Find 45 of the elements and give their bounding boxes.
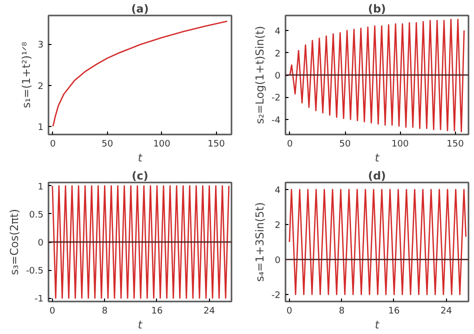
y-tick-label: 2 bbox=[274, 221, 281, 231]
y-tick-label: 0 bbox=[38, 238, 44, 248]
x-tick-label: 150 bbox=[208, 140, 226, 150]
x-tick-label: 24 bbox=[440, 306, 452, 316]
y-axis-title: s₂=Log(1+t)Sin(t) bbox=[254, 26, 267, 124]
chart-title: (d) bbox=[368, 170, 386, 182]
x-tick-label: 8 bbox=[102, 306, 108, 316]
y-tick-label: -1 bbox=[34, 294, 44, 305]
y-tick-label: 1 bbox=[38, 182, 44, 192]
y-tick-label: 0.5 bbox=[29, 210, 44, 220]
y-tick-label: 2 bbox=[38, 82, 44, 92]
y-axis-title: s₄=1+3Sin(5t) bbox=[254, 202, 267, 282]
y-axis-title: s₁=(1+t²)¹ᐟ⁸ bbox=[20, 41, 33, 108]
y-tick-label: 2 bbox=[274, 49, 281, 60]
y-tick-label: -2 bbox=[272, 291, 281, 301]
chart-title: (b) bbox=[368, 2, 386, 16]
x-axis-title: t bbox=[374, 152, 380, 164]
chart-title: (c) bbox=[132, 170, 148, 182]
y-tick-label: -2 bbox=[272, 94, 281, 104]
x-tick-label: 50 bbox=[339, 140, 352, 150]
x-tick-label: 16 bbox=[151, 306, 163, 316]
y-axis-title: s₃=Cos(2πt) bbox=[8, 208, 21, 276]
x-tick-label: 0 bbox=[50, 306, 56, 316]
x-tick-label: 0 bbox=[50, 140, 56, 150]
x-tick-label: 16 bbox=[388, 306, 400, 316]
x-tick-label: 100 bbox=[153, 140, 171, 150]
x-tick-label: 100 bbox=[392, 140, 410, 150]
x-tick-label: 8 bbox=[338, 306, 345, 316]
x-axis-title: t bbox=[374, 318, 380, 332]
y-tick-label: -0.5 bbox=[26, 266, 44, 277]
y-tick-label: 0 bbox=[274, 72, 281, 82]
x-tick-label: 50 bbox=[102, 140, 114, 150]
x-tick-label: 24 bbox=[204, 306, 216, 316]
y-tick-label: 4 bbox=[274, 186, 281, 196]
y-tick-label: 4 bbox=[274, 27, 281, 38]
x-axis-title: t bbox=[138, 152, 143, 164]
chart-title: (a) bbox=[131, 2, 149, 16]
x-tick-label: 0 bbox=[286, 306, 293, 316]
y-tick-label: -4 bbox=[272, 116, 281, 126]
x-axis-title: t bbox=[138, 318, 143, 332]
y-tick-label: 1 bbox=[38, 122, 44, 133]
y-tick-label: 0 bbox=[274, 256, 281, 266]
x-tick-label: 0 bbox=[287, 140, 294, 150]
y-tick-label: 3 bbox=[38, 40, 44, 51]
x-tick-label: 150 bbox=[446, 140, 464, 150]
